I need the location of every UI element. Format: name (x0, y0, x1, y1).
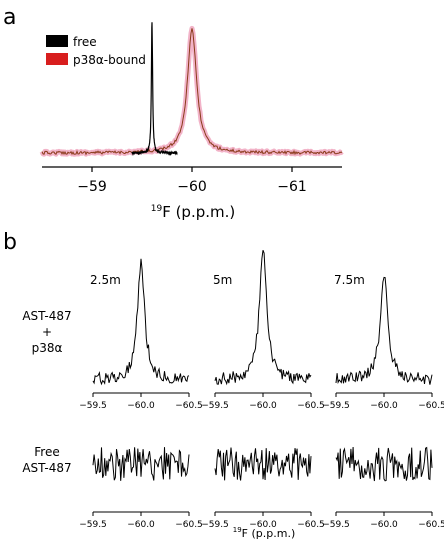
panel-b-letter: b (3, 230, 17, 255)
spectrum-tick-label: −60.5 (418, 520, 444, 530)
spectrum-tick-label: −60.0 (249, 401, 277, 411)
spectrum-tick-label: −60.5 (418, 401, 444, 411)
spectrum-trace (214, 250, 312, 386)
spectrum-trace (335, 276, 433, 385)
spectrum-tick-label: −60.5 (297, 520, 325, 530)
spectrum-trace (335, 446, 433, 482)
spectrum-tick-label: −60.0 (249, 520, 277, 530)
spectrum-tick-label: −59.5 (201, 520, 229, 530)
time-label-5m: 5m (213, 273, 232, 287)
spectrum-tick-label: −60.0 (370, 401, 398, 411)
spectrum-tick-label: −59.5 (322, 401, 350, 411)
row-label-free-line1: Free (34, 445, 59, 459)
spectrum-tick-label: −60.5 (175, 520, 203, 530)
spectrum-tick-label: −59.5 (322, 520, 350, 530)
row-label-free-line2: AST-487 (22, 461, 71, 475)
spectrum-tick-label: −60.5 (297, 401, 325, 411)
panel-a-x-label-main: F (p.p.m.) (162, 203, 235, 221)
spectrum-tick-label: −60.5 (175, 401, 203, 411)
row-label-bound-line2: + (42, 325, 52, 339)
legend-swatch-free (46, 35, 68, 47)
legend-swatch-bound (46, 53, 68, 65)
panel-a-tick-label: −60 (177, 179, 207, 195)
spectrum-tick-label: −60.0 (127, 520, 155, 530)
spectrum-trace (214, 447, 312, 481)
time-label-7-5m: 7.5m (334, 273, 365, 287)
series-bound-line (41, 28, 343, 156)
row-label-bound-line1: AST-487 (22, 309, 71, 323)
spectrum-tick-label: −60.0 (370, 520, 398, 530)
panel-a-tick-label: −59 (77, 179, 107, 195)
spectrum-trace (92, 258, 190, 386)
legend-label-free: free (73, 35, 97, 49)
panel-a-legend: free p38α-bound (46, 35, 146, 67)
spectrum-tick-label: −60.0 (127, 401, 155, 411)
panel-a-plot (39, 22, 344, 157)
panel-a-x-label: 19F (p.p.m.) (151, 203, 236, 221)
panel-a-x-ticks: −59 −60 −61 (77, 167, 307, 195)
series-free-line (131, 22, 178, 157)
time-label-2-5m: 2.5m (90, 273, 121, 287)
spectrum-tick-label: −59.5 (79, 401, 107, 411)
spectrum-tick-label: −59.5 (79, 520, 107, 530)
panel-a-tick-label: −61 (277, 179, 307, 195)
legend-label-bound: p38α-bound (73, 53, 146, 67)
panel-b-x-label-main: F (p.p.m.) (242, 527, 296, 540)
panel-b-x-label: 19F (p.p.m.) (233, 526, 296, 540)
row-label-bound-line3: p38α (32, 341, 63, 355)
panel-b-x-label-sup: 19 (233, 526, 242, 534)
panel-a-x-label-sup: 19 (151, 204, 163, 214)
panel-a-letter: a (3, 5, 16, 30)
panel-b-grid: −59.5 −60.0 −60.5−59.5 −60.0 −60.5−59.5 −60.0… (79, 250, 444, 530)
spectrum-trace (92, 447, 190, 481)
spectrum-tick-label: −59.5 (201, 401, 229, 411)
